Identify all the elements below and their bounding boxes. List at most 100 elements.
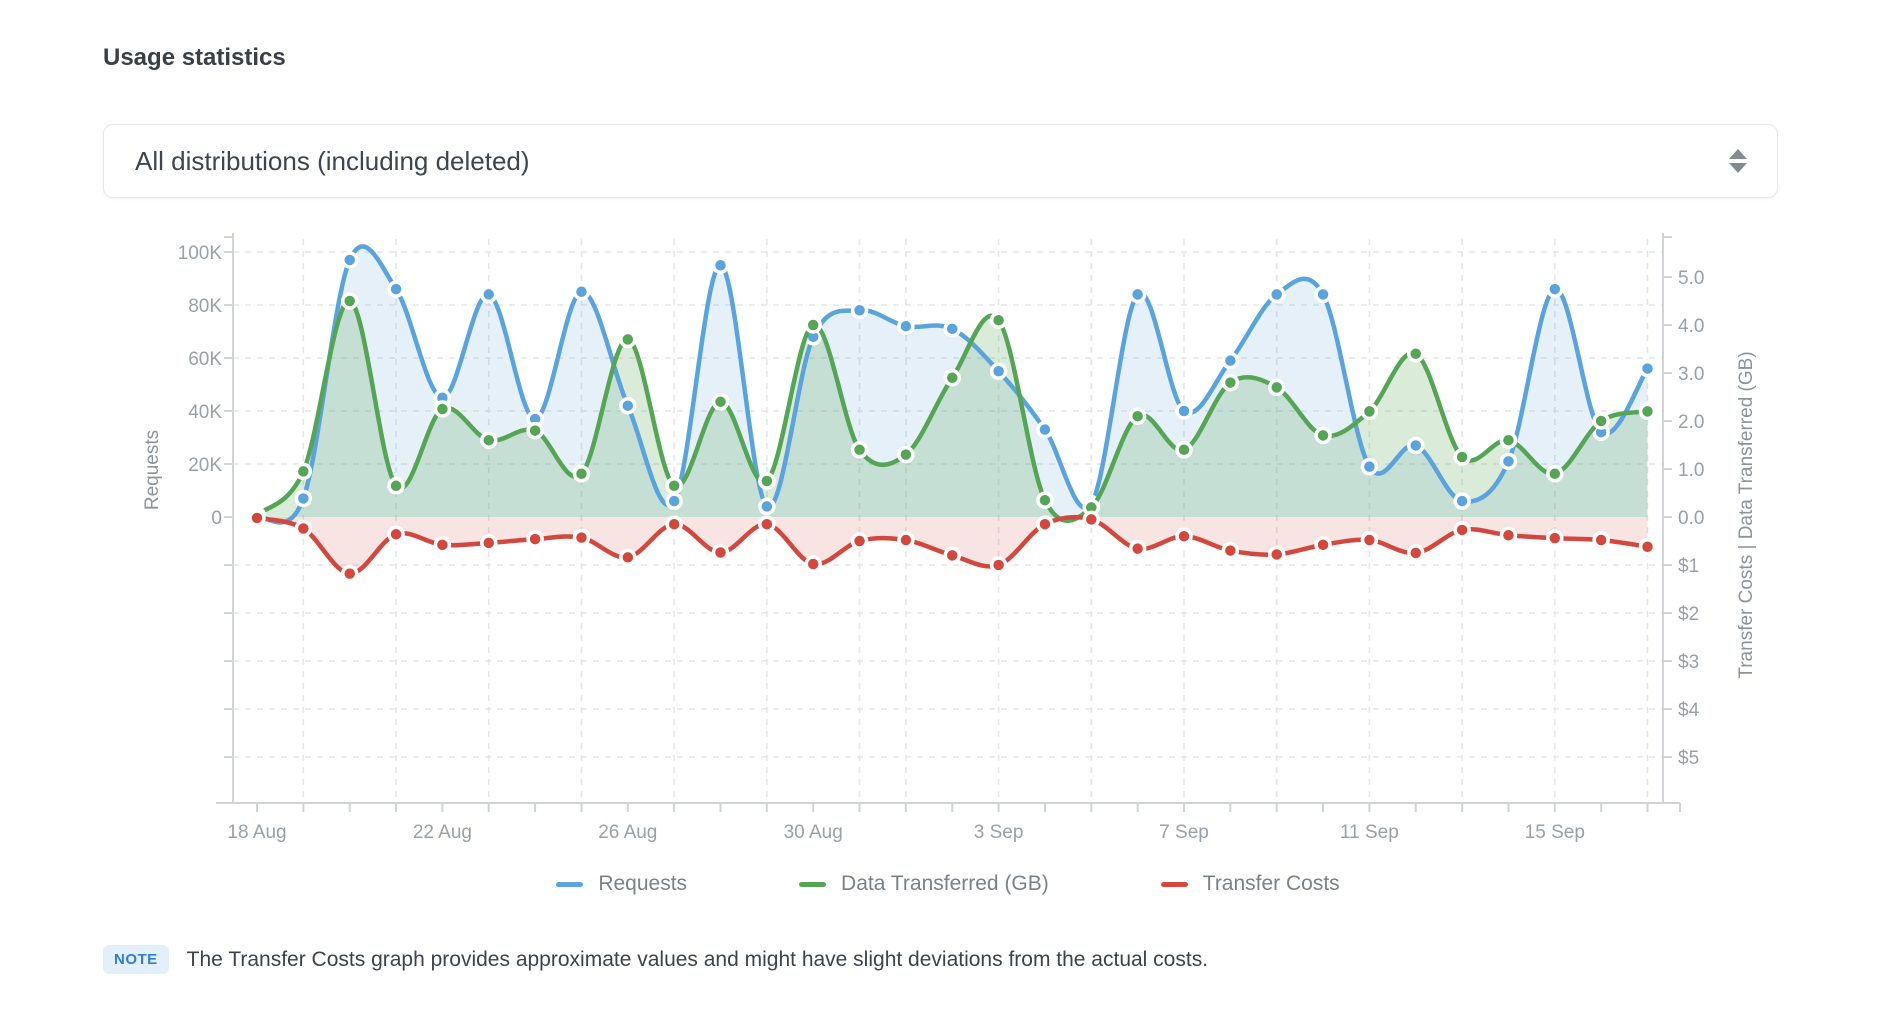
data-point[interactable] (387, 525, 405, 544)
data-point[interactable] (1638, 538, 1657, 556)
data-point[interactable] (1175, 441, 1193, 459)
data-point[interactable] (572, 528, 591, 547)
data-point[interactable] (1082, 510, 1101, 529)
data-point[interactable] (711, 393, 730, 411)
data-point[interactable] (1592, 412, 1610, 430)
distribution-select[interactable]: All distributions (including deleted) (103, 124, 1778, 198)
data-point[interactable] (294, 519, 313, 538)
data-point[interactable] (1407, 345, 1425, 363)
data-point[interactable] (340, 292, 359, 310)
data-point[interactable] (294, 489, 313, 508)
data-point[interactable] (294, 462, 313, 481)
transfer-costs-legend-dash-icon (1160, 881, 1188, 887)
data-point[interactable] (1128, 407, 1147, 425)
data-point[interactable] (1221, 351, 1240, 370)
data-point[interactable] (897, 531, 915, 549)
data-point[interactable] (1036, 515, 1054, 533)
data-point[interactable] (572, 283, 591, 301)
right-axis-tick-label: $1 (1678, 556, 1699, 577)
left-axis-tick-label: 60K (188, 349, 222, 370)
chart-legend: Requests Data Transferred (GB) Transfer … (0, 872, 1896, 896)
data-point[interactable] (1546, 529, 1564, 547)
data-point[interactable] (1036, 420, 1054, 439)
data-point[interactable] (758, 497, 776, 516)
data-point[interactable] (1407, 544, 1425, 562)
data-point[interactable] (433, 536, 452, 554)
data-point[interactable] (711, 256, 730, 274)
right-axis-tick-label: $4 (1678, 700, 1700, 721)
data-point[interactable] (1267, 545, 1286, 564)
data-point[interactable] (989, 362, 1008, 380)
data-point[interactable] (989, 311, 1008, 329)
data-point[interactable] (480, 431, 498, 449)
data-point[interactable] (665, 477, 683, 495)
left-axis-title: Requests (142, 430, 163, 510)
data-point[interactable] (526, 421, 544, 440)
data-point[interactable] (1128, 539, 1147, 558)
data-point[interactable] (1314, 536, 1332, 554)
data-point[interactable] (1175, 527, 1193, 545)
data-point[interactable] (897, 317, 915, 335)
data-point[interactable] (1638, 402, 1657, 421)
data-point[interactable] (943, 320, 961, 338)
data-point[interactable] (248, 509, 266, 527)
data-point[interactable] (1128, 285, 1147, 304)
data-point[interactable] (1267, 285, 1286, 304)
data-point[interactable] (1360, 402, 1379, 421)
right-axis-tick-label: 4.0 (1678, 316, 1704, 337)
data-point[interactable] (665, 515, 683, 533)
data-point[interactable] (480, 534, 498, 552)
series (248, 244, 1657, 583)
data-point[interactable] (665, 492, 683, 510)
data-point[interactable] (1499, 452, 1518, 471)
data-point[interactable] (572, 465, 591, 483)
data-point[interactable] (711, 543, 730, 562)
note-text: The Transfer Costs graph provides approx… (186, 947, 1209, 971)
left-axis-tick-label: 80K (188, 296, 222, 317)
data-point[interactable] (619, 396, 637, 415)
data-point[interactable] (480, 285, 498, 304)
data-point[interactable] (340, 251, 359, 269)
data-point[interactable] (1221, 373, 1240, 392)
data-point[interactable] (850, 532, 869, 550)
data-point[interactable] (340, 564, 359, 583)
data-point[interactable] (526, 530, 544, 548)
data-point[interactable] (1036, 491, 1054, 509)
data-point[interactable] (1592, 531, 1610, 549)
data-point[interactable] (850, 441, 869, 459)
data-point[interactable] (1546, 465, 1564, 483)
legend-item-requests: Requests (556, 872, 687, 896)
data-point[interactable] (1499, 526, 1518, 544)
data-point[interactable] (758, 515, 776, 533)
data-point[interactable] (1453, 521, 1471, 539)
x-axis-tick-label: 22 Aug (413, 822, 472, 843)
data-point[interactable] (1638, 359, 1657, 378)
data-point[interactable] (758, 472, 776, 490)
data-point[interactable] (1453, 492, 1471, 510)
data-point[interactable] (989, 556, 1008, 574)
data-point[interactable] (1267, 378, 1286, 397)
data-point[interactable] (1221, 541, 1240, 560)
data-point[interactable] (850, 301, 869, 320)
data-point[interactable] (1360, 457, 1379, 476)
data-point[interactable] (1453, 448, 1471, 466)
series-area-gb (257, 300, 1648, 521)
data-point[interactable] (804, 555, 822, 573)
data-point[interactable] (1314, 426, 1332, 445)
data-point[interactable] (1360, 531, 1379, 549)
data-point[interactable] (619, 548, 637, 567)
data-point[interactable] (804, 316, 822, 334)
data-point[interactable] (1175, 402, 1193, 420)
data-point[interactable] (433, 400, 452, 418)
data-point[interactable] (387, 477, 405, 495)
data-point[interactable] (1499, 431, 1518, 449)
data-point[interactable] (619, 330, 637, 349)
data-point[interactable] (1407, 436, 1425, 455)
data-point[interactable] (943, 369, 961, 387)
data-point[interactable] (943, 546, 961, 565)
data-point[interactable] (1314, 285, 1332, 304)
data-point[interactable] (1546, 280, 1564, 298)
data-point[interactable] (897, 445, 915, 464)
data-point[interactable] (387, 280, 405, 298)
